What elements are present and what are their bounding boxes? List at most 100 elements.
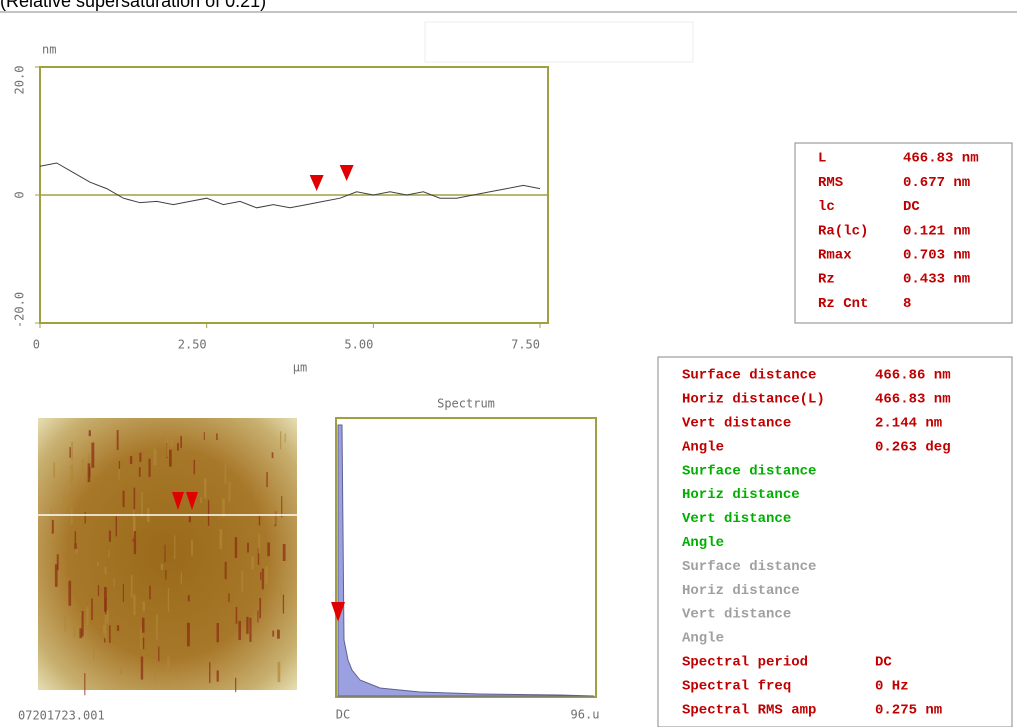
texture bbox=[236, 607, 238, 624]
texture bbox=[119, 469, 120, 480]
texture bbox=[91, 443, 94, 468]
table-value: 0.433 nm bbox=[903, 272, 970, 288]
spectrum-end: 96.u bbox=[571, 708, 600, 722]
texture bbox=[167, 657, 169, 671]
texture bbox=[117, 625, 119, 631]
texture bbox=[88, 463, 91, 482]
texture bbox=[168, 588, 169, 612]
texture bbox=[130, 456, 132, 464]
texture bbox=[120, 667, 122, 674]
texture bbox=[158, 646, 159, 661]
texture bbox=[141, 656, 143, 679]
texture bbox=[171, 439, 173, 447]
x-tick-label: 7.50 bbox=[511, 338, 540, 352]
texture bbox=[283, 544, 286, 561]
texture bbox=[177, 443, 179, 450]
texture bbox=[74, 543, 77, 548]
texture bbox=[277, 630, 280, 639]
texture bbox=[280, 431, 281, 449]
texture bbox=[84, 673, 85, 695]
texture bbox=[219, 529, 222, 549]
table-value: DC bbox=[875, 655, 892, 671]
texture bbox=[272, 452, 274, 458]
table-label: Rmax bbox=[818, 248, 852, 264]
texture bbox=[249, 618, 251, 642]
texture bbox=[189, 516, 191, 522]
texture bbox=[123, 491, 125, 508]
y-unit: nm bbox=[42, 43, 56, 57]
texture bbox=[283, 595, 284, 614]
image-panel bbox=[38, 418, 297, 695]
blank-box bbox=[425, 22, 693, 62]
table-value: 0.263 deg bbox=[875, 439, 951, 455]
table-label: Spectral freq bbox=[682, 678, 791, 694]
texture bbox=[217, 670, 219, 681]
screen: (Relative supersaturation of 0.21) nm μm… bbox=[0, 0, 1017, 727]
texture bbox=[114, 578, 115, 587]
texture bbox=[71, 442, 73, 461]
table-label: Surface distance bbox=[682, 368, 816, 384]
texture bbox=[267, 542, 270, 556]
texture bbox=[134, 488, 136, 509]
texture bbox=[139, 467, 141, 477]
texture bbox=[91, 599, 93, 621]
texture bbox=[57, 554, 59, 570]
texture bbox=[142, 601, 144, 611]
texture bbox=[255, 472, 256, 495]
texture bbox=[117, 430, 119, 450]
texture bbox=[81, 611, 83, 636]
table-label: Spectral RMS amp bbox=[682, 702, 816, 718]
texture bbox=[200, 497, 202, 503]
texture bbox=[140, 628, 141, 650]
texture bbox=[208, 500, 209, 526]
texture bbox=[262, 569, 264, 590]
texture bbox=[206, 660, 207, 669]
texture bbox=[225, 463, 227, 484]
table-label: Rz bbox=[818, 272, 835, 288]
texture bbox=[106, 611, 108, 624]
texture bbox=[143, 638, 144, 650]
texture bbox=[142, 618, 145, 633]
texture bbox=[103, 625, 105, 633]
texture bbox=[191, 540, 193, 556]
texture bbox=[88, 454, 90, 465]
texture bbox=[216, 433, 217, 440]
spectrum-start: DC bbox=[336, 708, 350, 722]
texture bbox=[258, 534, 260, 553]
texture bbox=[260, 572, 261, 580]
texture bbox=[105, 567, 107, 574]
texture bbox=[257, 610, 258, 622]
y-tick-label: -20.0 bbox=[13, 292, 27, 328]
texture bbox=[169, 450, 172, 467]
texture bbox=[68, 581, 71, 606]
texture bbox=[259, 598, 261, 618]
texture bbox=[97, 562, 99, 566]
table-label: Vert distance bbox=[682, 416, 791, 432]
table-label: Vert distance bbox=[682, 511, 791, 527]
y-tick-label: 0 bbox=[13, 191, 27, 198]
texture bbox=[235, 678, 236, 692]
x-tick-label: 0 bbox=[33, 338, 40, 352]
y-tick-label: 20.0 bbox=[13, 66, 27, 95]
x-tick-label: 5.00 bbox=[344, 338, 373, 352]
caption: (Relative supersaturation of 0.21) bbox=[0, 0, 266, 11]
texture bbox=[73, 625, 76, 638]
texture bbox=[194, 460, 196, 474]
texture bbox=[109, 531, 111, 542]
texture bbox=[225, 562, 227, 579]
table-label: Vert distance bbox=[682, 607, 791, 623]
texture bbox=[272, 631, 274, 637]
texture bbox=[164, 545, 165, 563]
table-label: Spectral period bbox=[682, 655, 808, 671]
file-name: 07201723.001 bbox=[18, 709, 105, 723]
table-value: 466.86 nm bbox=[875, 368, 951, 384]
texture bbox=[72, 463, 73, 483]
texture bbox=[246, 617, 248, 634]
texture bbox=[242, 570, 244, 592]
texture bbox=[161, 564, 163, 570]
texture bbox=[265, 566, 268, 584]
texture bbox=[217, 623, 219, 642]
table-value: 0 Hz bbox=[875, 678, 909, 694]
table-label: RMS bbox=[818, 175, 843, 191]
texture bbox=[156, 615, 158, 639]
